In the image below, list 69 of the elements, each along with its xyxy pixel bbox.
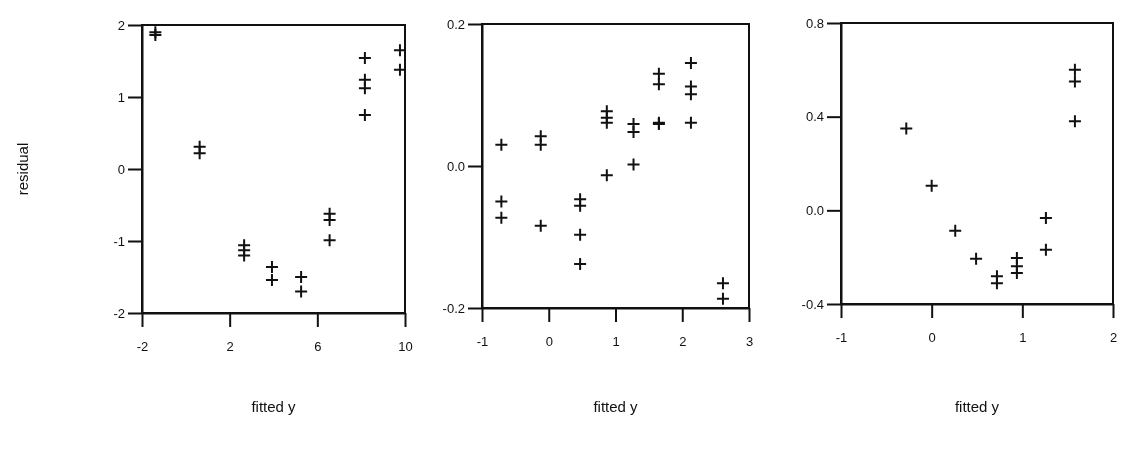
x-axis-title: fitted y <box>251 398 297 415</box>
point <box>948 223 963 238</box>
x-tick-label: -1 <box>835 329 848 345</box>
point <box>357 108 372 122</box>
point <box>715 276 730 291</box>
point <box>989 276 1004 291</box>
point <box>1067 114 1082 129</box>
x-tick-label: -2 <box>136 338 149 354</box>
point <box>294 270 309 284</box>
y-tick-label: -0.4 <box>801 296 824 312</box>
y-tick-label: 0.0 <box>805 202 824 218</box>
y-tick-label: -0.2 <box>442 300 465 316</box>
y-tick-label: 0.0 <box>446 158 465 174</box>
x-tick-label: -1 <box>476 333 489 349</box>
point <box>715 291 730 306</box>
point <box>533 137 548 152</box>
point <box>626 157 641 172</box>
point <box>322 233 337 248</box>
point <box>924 178 939 193</box>
point <box>1038 211 1053 226</box>
point <box>969 251 984 266</box>
x-tick-label: 6 <box>314 338 322 354</box>
point <box>357 81 372 96</box>
point <box>683 56 698 71</box>
point <box>1038 242 1053 257</box>
y-tick-label: -2 <box>113 305 125 321</box>
x-tick-label: 3 <box>745 333 754 349</box>
y-tick-label: 0.2 <box>446 16 465 32</box>
x-tick-label: 1 <box>612 333 620 349</box>
point <box>533 218 548 233</box>
point <box>1009 266 1024 281</box>
x-tick-label: 2 <box>226 338 234 354</box>
point <box>573 227 588 242</box>
point <box>264 272 279 287</box>
point <box>294 284 309 299</box>
y-tick-label: -1 <box>113 233 125 249</box>
point <box>573 256 588 271</box>
point <box>599 115 614 130</box>
point <box>1067 62 1082 77</box>
point <box>651 77 666 92</box>
point <box>683 115 698 130</box>
y-axis-title: residual <box>14 142 31 196</box>
point <box>899 121 914 136</box>
y-tick-label: 0.8 <box>805 15 824 31</box>
x-tick-label: 2 <box>1109 329 1118 345</box>
x-axis-title: fitted y <box>593 398 639 415</box>
y-tick-label: 1 <box>117 89 125 105</box>
point <box>683 87 698 102</box>
x-tick-label: 1 <box>1019 329 1027 345</box>
point <box>573 198 588 213</box>
point <box>651 66 666 81</box>
y-tick-label: 0.4 <box>805 109 824 125</box>
y-tick-label: 2 <box>117 17 125 33</box>
point <box>494 210 509 225</box>
point <box>192 146 207 161</box>
point <box>626 124 641 139</box>
point <box>599 168 614 183</box>
point <box>494 194 509 209</box>
point <box>322 213 337 228</box>
point <box>264 259 279 274</box>
point <box>357 51 372 66</box>
x-tick-label: 10 <box>398 338 413 354</box>
y-tick-label: 0 <box>117 161 125 177</box>
x-tick-label: 0 <box>545 333 553 349</box>
point <box>1067 74 1082 89</box>
x-axis-title: fitted y <box>954 398 1000 415</box>
point <box>494 137 509 152</box>
x-tick-label: 0 <box>928 329 936 345</box>
x-tick-label: 2 <box>679 333 687 349</box>
